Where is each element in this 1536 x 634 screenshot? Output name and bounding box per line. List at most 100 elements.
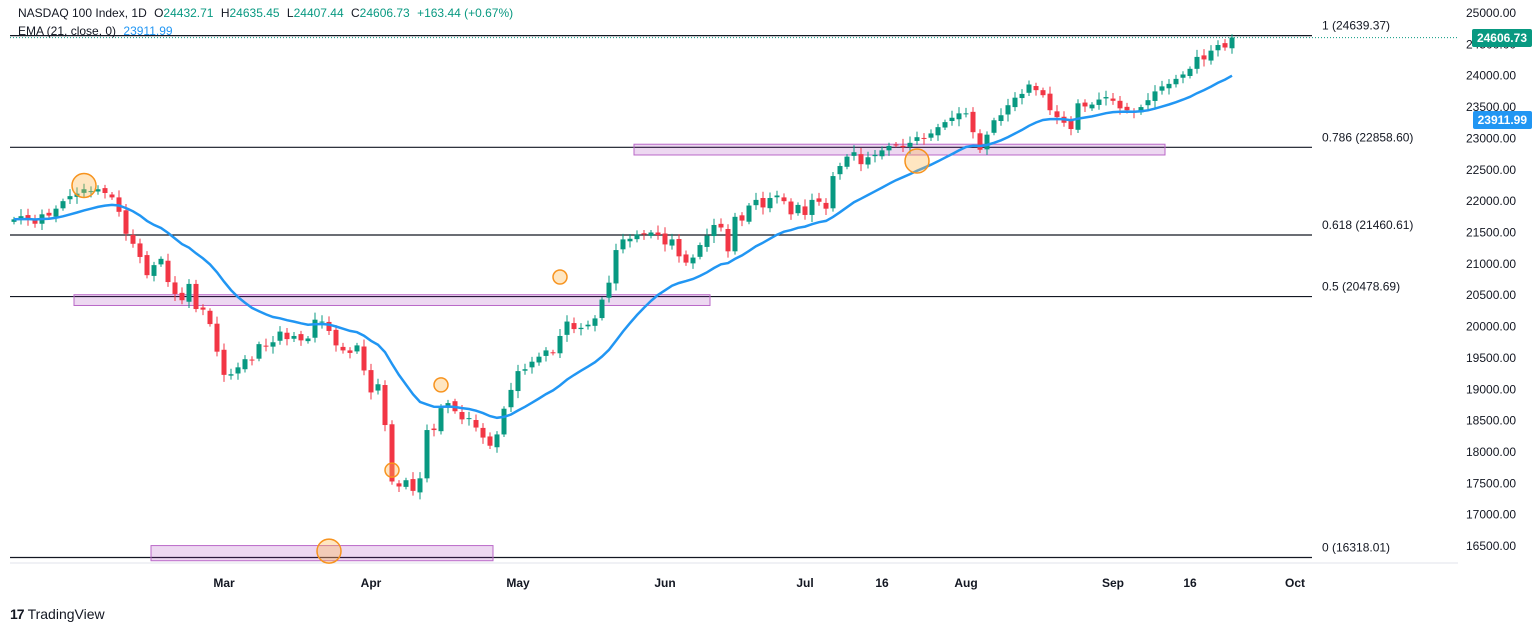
y-tick-label: 23500.00 xyxy=(1466,100,1516,114)
candle-body xyxy=(676,239,682,257)
tradingview-logo-icon: 17 xyxy=(10,606,25,622)
y-tick-label: 20500.00 xyxy=(1466,288,1516,302)
candle-body xyxy=(648,232,654,236)
candle-body xyxy=(662,233,668,245)
candle-body xyxy=(221,349,227,375)
candle-body xyxy=(683,254,689,263)
time-axis[interactable]: Mar Apr May Jun Jul 16 Aug Sep 16 Oct xyxy=(213,576,1305,590)
fib-label: 1 (24639.37) xyxy=(1322,19,1390,33)
candle-body xyxy=(1012,97,1018,108)
zone-rect xyxy=(633,143,1166,156)
y-tick-label: 24000.00 xyxy=(1466,69,1516,83)
ema-line xyxy=(13,74,1233,420)
x-tick-label: Oct xyxy=(1285,576,1305,590)
candle-body xyxy=(886,145,892,151)
candle-body xyxy=(956,113,962,120)
candle-body xyxy=(410,479,416,491)
candle-body xyxy=(1124,106,1130,111)
symbol-title[interactable]: NASDAQ 100 Index, 1D xyxy=(18,6,147,20)
candle-body xyxy=(543,350,549,356)
candle-body xyxy=(942,122,948,128)
candle-body xyxy=(347,350,353,353)
candle-body xyxy=(1054,111,1060,118)
candle-body xyxy=(1082,102,1088,107)
candle-body xyxy=(466,418,472,420)
candle-body xyxy=(1005,105,1011,115)
candle-body xyxy=(1026,84,1032,93)
candle-body xyxy=(361,346,367,371)
price-axis[interactable]: 25000.0024500.0024000.0023500.0023000.00… xyxy=(1466,6,1516,553)
candle-body xyxy=(396,483,402,487)
candle-body xyxy=(1208,50,1214,61)
candle-body xyxy=(186,283,192,302)
tradingview-brand[interactable]: 17 TradingView xyxy=(10,606,105,622)
candle-body xyxy=(991,120,997,133)
ema-price-tag: 23911.99 xyxy=(1472,110,1532,129)
candle-body xyxy=(1229,37,1235,49)
candle-body xyxy=(739,215,745,221)
candle-body xyxy=(1117,100,1123,109)
fib-label: 0.618 (21460.61) xyxy=(1322,218,1413,232)
marker-circle xyxy=(71,172,97,199)
fib-label: 0.786 (22858.60) xyxy=(1322,130,1413,144)
candle-body xyxy=(725,228,731,252)
candle-body xyxy=(130,234,136,244)
candle-body xyxy=(879,150,885,157)
marker-circle xyxy=(433,377,449,393)
candle-body xyxy=(263,345,269,347)
x-tick-label: Mar xyxy=(213,576,235,590)
last-price-tag: 24606.73 xyxy=(1471,28,1532,47)
candle-body xyxy=(368,370,374,393)
candlestick-series xyxy=(11,34,1235,500)
candle-body xyxy=(536,356,542,363)
y-tick-label: 22500.00 xyxy=(1466,163,1516,177)
candle-body xyxy=(123,210,129,234)
candle-body xyxy=(249,359,255,361)
candle-body xyxy=(46,212,52,216)
candle-body xyxy=(1019,93,1025,99)
candle-body xyxy=(578,327,584,330)
candle-body xyxy=(165,260,171,283)
candle-body xyxy=(270,342,276,347)
candle-body xyxy=(1110,98,1116,101)
marker-circle xyxy=(384,462,400,478)
candle-body xyxy=(158,258,164,265)
candle-body xyxy=(60,201,66,209)
candle-body xyxy=(564,321,570,335)
candle-body xyxy=(977,133,983,150)
candle-body xyxy=(620,239,626,250)
candle-body xyxy=(718,223,724,228)
candle-body xyxy=(690,257,696,264)
candle-body xyxy=(1145,100,1151,106)
candle-body xyxy=(438,408,444,432)
x-tick-label: Jul xyxy=(796,576,813,590)
x-tick-label: May xyxy=(506,576,530,590)
low-value: 24407.44 xyxy=(293,6,344,20)
candle-body xyxy=(529,361,535,368)
candle-body xyxy=(382,385,388,426)
candle-body xyxy=(515,371,521,392)
ema-label[interactable]: EMA (21, close, 0) xyxy=(18,24,117,38)
fibonacci-levels: 1 (24639.37) 0.786 (22858.60) 0.618 (21460… xyxy=(10,19,1458,559)
candle-body xyxy=(935,127,941,136)
y-tick-label: 23000.00 xyxy=(1466,131,1516,145)
y-tick-label: 17000.00 xyxy=(1466,508,1516,522)
candle-body xyxy=(1075,103,1081,130)
candle-body xyxy=(627,238,633,242)
candle-body xyxy=(557,335,563,354)
candle-body xyxy=(949,117,955,122)
candle-body xyxy=(893,144,899,146)
candle-body xyxy=(1187,68,1193,76)
candle-body xyxy=(228,374,234,376)
candle-body xyxy=(1173,78,1179,85)
fib-label: 0 (16318.01) xyxy=(1322,540,1390,554)
candle-body xyxy=(179,292,185,301)
chart-legend: NASDAQ 100 Index, 1D O24432.71 H24635.45… xyxy=(18,4,517,40)
candle-body xyxy=(1194,56,1200,69)
candle-body xyxy=(144,255,150,276)
fib-label: 0.5 (20478.69) xyxy=(1322,280,1400,294)
candle-body xyxy=(151,265,157,276)
candle-body xyxy=(277,331,283,341)
y-tick-label: 25000.00 xyxy=(1466,6,1516,20)
